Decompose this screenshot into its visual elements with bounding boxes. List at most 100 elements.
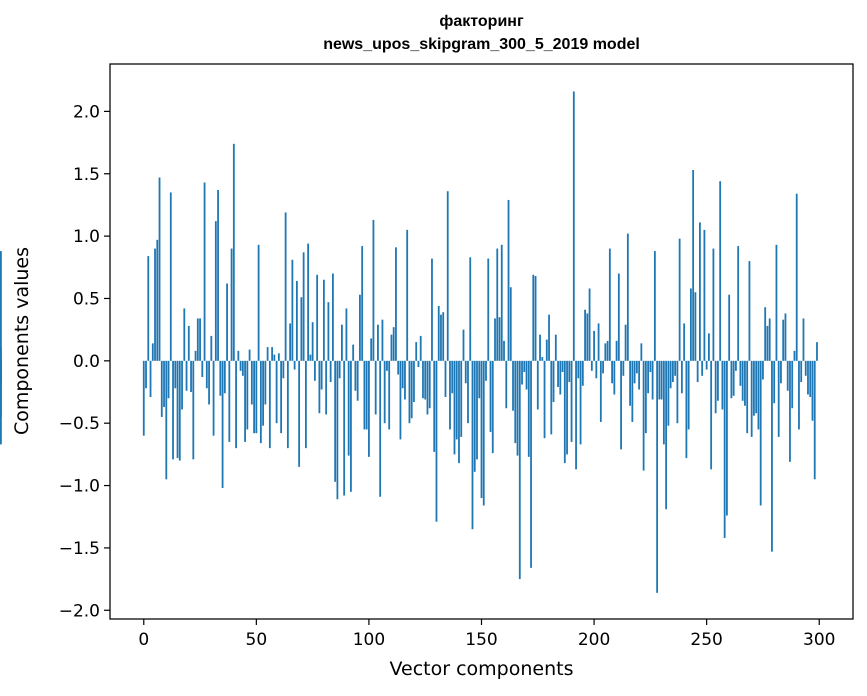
bar xyxy=(327,302,330,361)
bar xyxy=(811,360,814,421)
bar xyxy=(147,256,150,361)
bar xyxy=(255,360,258,434)
bar xyxy=(298,360,301,467)
bar xyxy=(674,360,677,376)
bar xyxy=(0,360,2,445)
bar xyxy=(512,360,514,411)
bar xyxy=(665,360,668,510)
bar xyxy=(289,323,292,361)
bar xyxy=(386,360,388,371)
bar xyxy=(253,360,255,434)
bar xyxy=(226,283,228,361)
y-tick-label: 1.0 xyxy=(73,227,100,247)
bar xyxy=(151,343,154,361)
bar xyxy=(460,360,463,437)
bar xyxy=(219,360,222,396)
bar xyxy=(746,360,749,434)
bar xyxy=(680,360,683,394)
bar xyxy=(469,257,472,361)
bar xyxy=(662,360,665,445)
bar xyxy=(160,360,163,417)
bar xyxy=(496,248,499,361)
bar xyxy=(237,350,240,361)
bar xyxy=(687,360,690,430)
bar xyxy=(726,360,728,516)
bar xyxy=(710,360,713,470)
bar xyxy=(341,324,343,361)
x-axis: 0 50 100 150 200 250 300 xyxy=(138,619,835,650)
bar xyxy=(491,360,494,454)
bar xyxy=(714,360,717,414)
bar xyxy=(638,360,641,390)
bar xyxy=(282,360,285,379)
bar xyxy=(518,360,521,580)
bar xyxy=(514,360,517,444)
bar xyxy=(741,360,744,401)
bar xyxy=(550,360,553,435)
bar xyxy=(588,288,591,361)
bar xyxy=(613,360,616,395)
bar xyxy=(624,324,627,361)
bar xyxy=(154,248,156,361)
bar xyxy=(433,360,436,452)
bar xyxy=(205,360,208,389)
bar xyxy=(728,294,731,361)
bar xyxy=(802,318,805,361)
bar xyxy=(280,360,283,434)
bar xyxy=(719,181,722,361)
y-tick-label: 2.0 xyxy=(73,102,100,122)
bar xyxy=(644,360,647,434)
x-tick-label: 100 xyxy=(353,630,385,650)
y-tick-label: −2.0 xyxy=(59,601,100,621)
bar xyxy=(597,323,600,361)
bar xyxy=(228,360,231,442)
bar xyxy=(548,314,550,361)
bar xyxy=(332,273,334,361)
bar xyxy=(241,360,244,376)
bar xyxy=(500,244,503,361)
bar xyxy=(521,360,523,385)
bar xyxy=(390,334,393,361)
bar xyxy=(230,248,233,361)
bar xyxy=(410,360,413,419)
bar xyxy=(446,191,449,361)
bar xyxy=(755,360,758,414)
bar xyxy=(651,360,654,400)
bar xyxy=(516,360,519,456)
bar xyxy=(467,360,469,424)
bar xyxy=(381,319,384,361)
bar xyxy=(554,334,557,361)
bar xyxy=(712,248,715,361)
bar xyxy=(388,360,391,430)
bar xyxy=(689,288,692,361)
bar xyxy=(172,360,174,460)
bar xyxy=(791,360,794,409)
bar xyxy=(217,189,219,361)
bar xyxy=(717,360,719,401)
bar xyxy=(593,330,595,361)
bar xyxy=(584,309,586,361)
bar xyxy=(507,199,510,361)
bar xyxy=(352,344,355,361)
bar xyxy=(210,335,213,361)
y-tick-label: −1.5 xyxy=(59,539,100,559)
bar xyxy=(487,258,490,361)
bar xyxy=(431,258,433,361)
bar xyxy=(440,314,442,361)
bar xyxy=(354,360,357,391)
bar xyxy=(248,349,251,361)
bar xyxy=(478,360,481,399)
bar xyxy=(455,360,458,440)
bar xyxy=(293,360,296,370)
bar xyxy=(807,360,809,395)
bar xyxy=(485,360,487,381)
bar xyxy=(379,360,382,497)
bar xyxy=(633,360,636,384)
bar xyxy=(453,360,456,455)
bar xyxy=(142,360,145,436)
bar xyxy=(277,353,280,361)
bar xyxy=(563,360,566,464)
bar xyxy=(246,360,249,430)
bar xyxy=(660,360,663,400)
